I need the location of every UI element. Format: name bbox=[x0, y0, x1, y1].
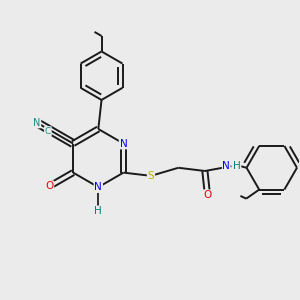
Text: N: N bbox=[222, 161, 230, 171]
Text: S: S bbox=[148, 171, 154, 181]
Text: H: H bbox=[233, 161, 241, 171]
Text: N: N bbox=[94, 182, 102, 192]
Text: O: O bbox=[45, 181, 53, 191]
Text: N: N bbox=[120, 139, 128, 148]
Text: O: O bbox=[203, 190, 211, 200]
Text: N: N bbox=[33, 118, 40, 128]
Text: C: C bbox=[45, 127, 51, 136]
Text: H: H bbox=[94, 206, 102, 216]
